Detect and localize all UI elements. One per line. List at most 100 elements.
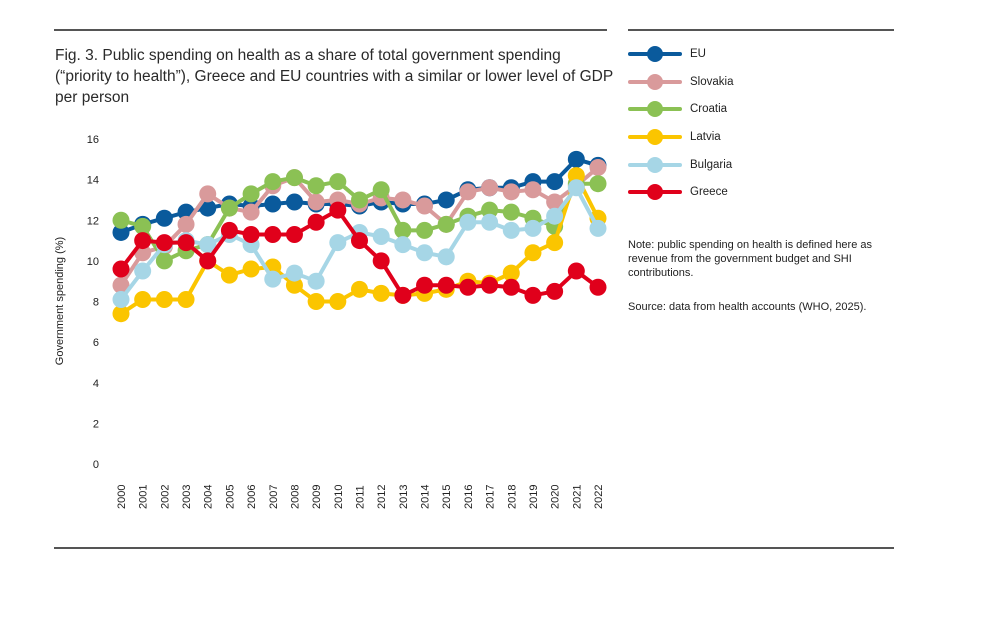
data-point-croatia (502, 203, 520, 221)
x-tick-label: 2022 (593, 485, 605, 509)
data-point-latvia (567, 167, 585, 185)
data-point-slovakia (242, 203, 260, 221)
y-axis-title: Government spending (%) (54, 237, 66, 365)
y-tick-label: 2 (93, 418, 99, 430)
data-point-latvia (524, 244, 542, 262)
x-tick-label: 2021 (571, 485, 583, 509)
legend-item-slovakia: Slovakia (628, 68, 888, 96)
x-tick-label: 2013 (398, 485, 410, 509)
legend-item-latvia: Latvia (628, 123, 888, 151)
data-point-croatia (589, 175, 607, 193)
y-tick-label: 4 (93, 378, 99, 390)
x-tick-label: 2012 (376, 485, 388, 509)
x-tick-label: 2003 (181, 485, 193, 509)
data-point-greece (155, 234, 173, 252)
data-point-bulgaria (416, 244, 434, 262)
data-point-croatia (155, 252, 173, 270)
data-point-bulgaria (285, 264, 303, 282)
data-point-greece (307, 213, 325, 231)
data-point-greece (567, 262, 585, 280)
data-point-latvia (220, 266, 238, 284)
data-point-croatia (307, 177, 325, 195)
data-point-latvia (351, 280, 368, 298)
legend-label: Slovakia (690, 75, 734, 88)
legend-swatch (628, 155, 682, 175)
legend: EU Slovakia Croatia Latvia Bulgaria Greece (628, 40, 888, 206)
data-point-bulgaria (589, 219, 607, 237)
data-point-bulgaria (134, 262, 152, 280)
x-tick-label: 2020 (550, 485, 562, 509)
data-point-croatia (351, 191, 368, 209)
data-point-croatia (112, 211, 130, 229)
data-point-croatia (264, 173, 282, 191)
data-point-greece (351, 232, 368, 250)
data-point-latvia (307, 293, 325, 310)
figure-title: Fig. 3. Public spending on health as a s… (55, 47, 613, 106)
legend-swatch (628, 99, 682, 119)
x-tick-label: 2011 (355, 485, 367, 509)
data-point-slovakia (481, 179, 499, 197)
data-point-slovakia (199, 185, 217, 203)
data-point-greece (177, 234, 195, 252)
legend-label: Greece (690, 186, 728, 199)
data-point-latvia (177, 290, 195, 308)
data-point-greece (437, 276, 455, 294)
data-point-eu (437, 191, 455, 209)
data-point-latvia (285, 276, 303, 294)
data-point-slovakia (589, 158, 607, 176)
y-tick-label: 6 (93, 337, 99, 349)
data-point-croatia (481, 201, 499, 219)
legend-item-croatia: Croatia (628, 95, 888, 123)
data-point-greece (459, 278, 477, 296)
data-point-eu (567, 150, 585, 168)
data-point-eu (264, 195, 282, 213)
data-point-bulgaria (502, 221, 520, 239)
x-tick-label: 2002 (159, 485, 171, 509)
data-point-latvia (502, 264, 520, 282)
data-point-latvia (546, 234, 564, 252)
data-point-greece (242, 225, 260, 243)
data-point-latvia (242, 260, 260, 278)
data-point-croatia (416, 221, 434, 239)
data-point-croatia (220, 199, 238, 217)
top-rule-right (628, 29, 894, 31)
x-tick-label: 2008 (289, 485, 301, 509)
data-point-slovakia (524, 181, 542, 199)
data-point-bulgaria (329, 234, 347, 252)
data-point-eu (112, 223, 130, 241)
legend-swatch (628, 182, 682, 202)
legend-item-greece: Greece (628, 178, 888, 206)
data-point-bulgaria (546, 207, 564, 225)
y-tick-label: 14 (87, 175, 99, 187)
data-point-greece (502, 278, 520, 296)
legend-item-eu: EU (628, 40, 888, 68)
data-point-croatia (394, 221, 412, 239)
data-point-slovakia (177, 215, 195, 233)
data-point-latvia (134, 290, 152, 308)
legend-label: Bulgaria (690, 158, 733, 171)
x-tick-label: 2019 (528, 485, 540, 509)
legend-item-bulgaria: Bulgaria (628, 151, 888, 179)
x-tick-label: 2010 (333, 485, 345, 509)
legend-swatch (628, 44, 682, 64)
data-point-slovakia (416, 197, 434, 215)
data-point-croatia (285, 169, 303, 187)
legend-label: Croatia (690, 103, 728, 116)
data-point-bulgaria (199, 236, 217, 254)
data-point-latvia (329, 293, 347, 310)
data-point-bulgaria (459, 213, 477, 231)
data-point-bulgaria (307, 272, 325, 290)
x-axis-ticks: 2000 2001 2002 2003 2004 2005 2006 2007 2008 2009… (116, 485, 605, 509)
series-layer (112, 150, 607, 323)
x-tick-label: 2000 (116, 485, 128, 509)
data-point-greece (220, 221, 238, 239)
data-point-latvia (155, 290, 173, 308)
x-tick-label: 2004 (203, 485, 215, 509)
x-tick-label: 2009 (311, 485, 323, 509)
data-point-slovakia (546, 193, 564, 211)
data-point-latvia (372, 284, 390, 302)
data-point-greece (264, 225, 282, 243)
x-tick-label: 2001 (138, 485, 150, 509)
data-point-greece (481, 276, 499, 294)
